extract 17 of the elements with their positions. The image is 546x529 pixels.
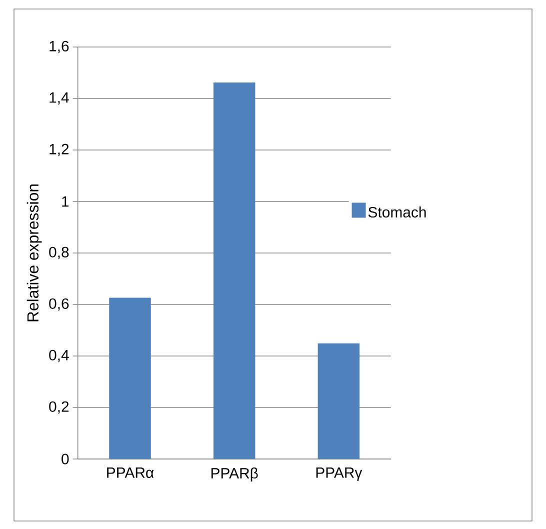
y-tick-label: 1,2 [50, 144, 69, 156]
bar [318, 343, 360, 459]
y-tick-label: 0,4 [49, 350, 69, 362]
y-tick-label: 1,6 [50, 40, 69, 54]
y-axis-title: Relative expression [26, 184, 42, 322]
y-tick-label: 0,6 [49, 298, 69, 311]
x-tick-label: PPARγ [316, 468, 362, 481]
x-tick-label: PPARα [107, 468, 154, 478]
bar [213, 82, 256, 459]
y-tick-label: 0,2 [49, 401, 69, 414]
y-tick-label: 1,4 [50, 92, 69, 105]
bar [109, 298, 151, 459]
y-tick-label: 0 [62, 454, 69, 464]
y-tick-label: 0,8 [49, 246, 69, 260]
legend-label: Stomach [368, 206, 426, 218]
y-tick-label: 1 [62, 196, 69, 207]
x-tick-label: PPARβ [211, 468, 258, 482]
